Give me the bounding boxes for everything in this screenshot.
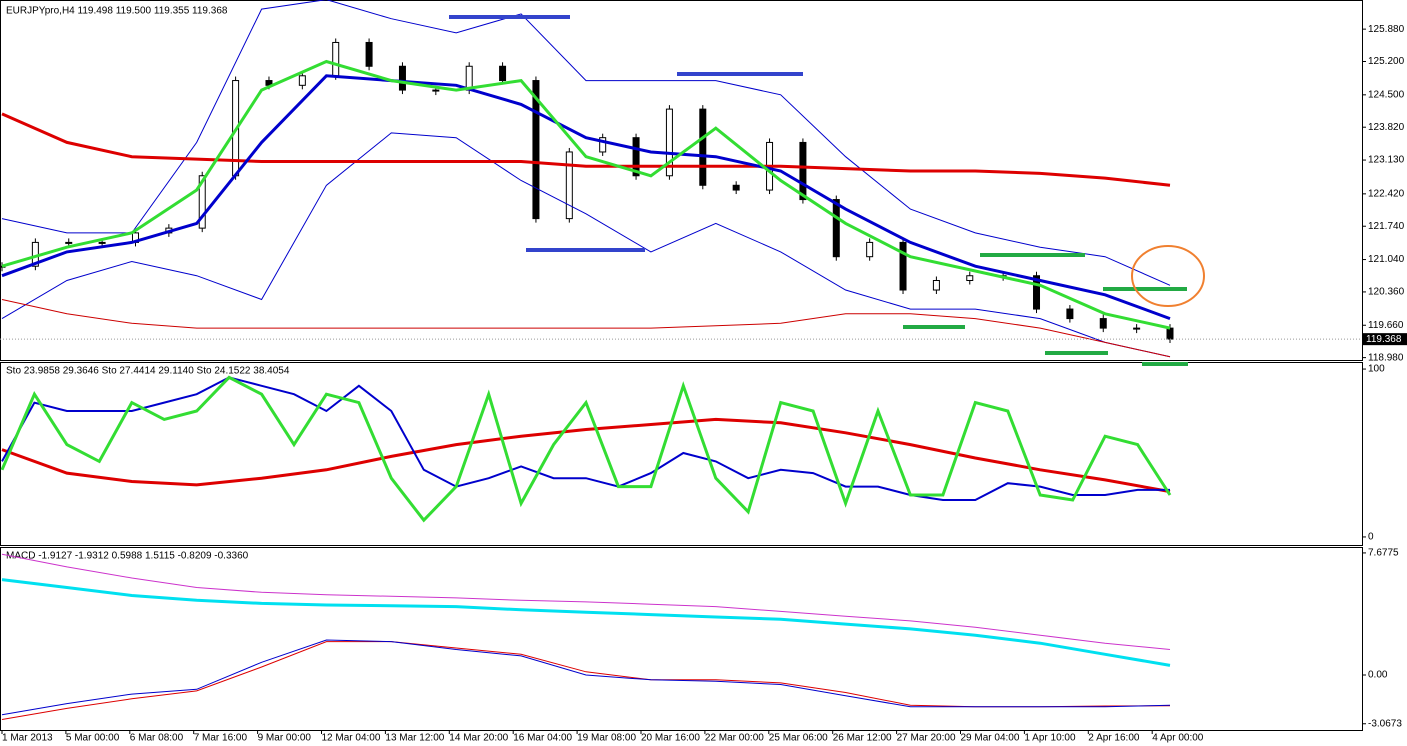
panel-title: EURJPYpro,H4 119.498 119.500 119.355 119… — [6, 6, 228, 17]
drawn-circle — [1131, 245, 1205, 307]
y-tick-label: 119.660 — [1368, 320, 1404, 331]
x-tick-label: 14 Mar 20:00 — [449, 733, 508, 744]
x-tick-label: 27 Mar 20:00 — [897, 733, 956, 744]
candle — [632, 137, 640, 177]
candle — [565, 151, 573, 220]
y-tick-label: 118.980 — [1368, 352, 1404, 363]
macd-panel — [0, 547, 1363, 731]
candle — [932, 279, 940, 291]
y-tick-label: -3.0673 — [1368, 718, 1402, 729]
y-tick-label: 124.500 — [1368, 89, 1405, 100]
candle — [832, 199, 840, 258]
indicator-line — [1, 299, 1171, 358]
candle — [866, 241, 874, 258]
indicator-line — [1, 59, 1171, 330]
y-tick-label: 122.420 — [1368, 188, 1405, 199]
x-tick-label: 12 Mar 04:00 — [322, 733, 381, 744]
x-tick-label: 16 Mar 04:00 — [513, 733, 572, 744]
candle — [532, 80, 540, 220]
candle — [298, 75, 306, 86]
indicator-line — [1, 0, 1171, 286]
candle — [1099, 318, 1107, 329]
x-tick-label: 22 Mar 00:00 — [705, 733, 764, 744]
y-tick-label: 7.6775 — [1368, 548, 1399, 559]
y-tick-label: 125.200 — [1368, 56, 1405, 67]
last-price-label: 119.368 — [1366, 334, 1402, 345]
x-tick-label: 5 Mar 00:00 — [66, 733, 120, 744]
y-tick-label: 121.740 — [1368, 221, 1405, 232]
candle — [432, 89, 440, 92]
indicator-line — [1, 578, 1171, 667]
y-tick-label: 0.00 — [1368, 670, 1388, 681]
candle — [966, 275, 974, 281]
candle — [732, 184, 740, 191]
indicator-line — [0, 375, 1172, 523]
x-tick-label: 1 Mar 2013 — [2, 733, 53, 744]
x-tick-label: 7 Mar 16:00 — [194, 733, 248, 744]
candle — [1166, 327, 1174, 340]
indicator-line — [1, 74, 1171, 321]
candle — [799, 141, 807, 201]
y-tick-label: 120.360 — [1368, 287, 1405, 298]
indicator-line — [1, 639, 1171, 716]
y-tick-label: 100 — [1368, 364, 1385, 375]
x-tick-label: 13 Mar 12:00 — [385, 733, 444, 744]
panel-title: MACD -1.9127 -1.9312 0.5988 1.5115 -0.82… — [6, 551, 249, 562]
indicator-line — [1, 376, 1170, 501]
y-tick-label: 125.880 — [1368, 24, 1405, 35]
x-tick-label: 25 Mar 06:00 — [769, 733, 828, 744]
x-tick-label: 6 Mar 08:00 — [130, 733, 184, 744]
panel-title: Sto 23.9858 29.3646 Sto 27.4414 29.1140 … — [6, 366, 290, 377]
candle — [1133, 327, 1141, 330]
candle — [665, 108, 673, 177]
last-price-box — [1363, 333, 1407, 346]
candle — [899, 241, 907, 291]
candle — [98, 241, 106, 244]
x-tick-label: 4 Apr 00:00 — [1152, 733, 1204, 744]
candle — [198, 175, 206, 229]
candle — [398, 65, 406, 91]
y-tick-label: 123.820 — [1368, 122, 1405, 133]
candle — [1066, 308, 1074, 320]
candle — [699, 108, 707, 186]
indicator-line — [1, 112, 1171, 187]
x-tick-label: 29 Mar 04:00 — [961, 733, 1020, 744]
y-tick-label: 121.040 — [1368, 254, 1405, 265]
drawings — [449, 15, 1205, 366]
indicator-line — [1, 553, 1171, 650]
candle — [365, 41, 373, 67]
candle — [65, 241, 73, 244]
x-tick-label: 1 Apr 10:00 — [1024, 733, 1076, 744]
candle — [332, 41, 340, 77]
x-tick-label: 9 Mar 00:00 — [258, 733, 312, 744]
x-tick-label: 19 Mar 08:00 — [577, 733, 636, 744]
x-tick-label: 26 Mar 12:00 — [833, 733, 892, 744]
y-tick-label: 123.130 — [1368, 155, 1405, 166]
indicator-line — [1, 417, 1171, 494]
y-tick-label: 0 — [1368, 532, 1374, 543]
x-tick-label: 20 Mar 16:00 — [641, 733, 700, 744]
indicator-line — [1, 132, 1171, 358]
candle — [599, 137, 607, 153]
x-tick-label: 2 Apr 16:00 — [1088, 733, 1140, 744]
candle — [499, 65, 507, 82]
candle — [1033, 275, 1041, 310]
